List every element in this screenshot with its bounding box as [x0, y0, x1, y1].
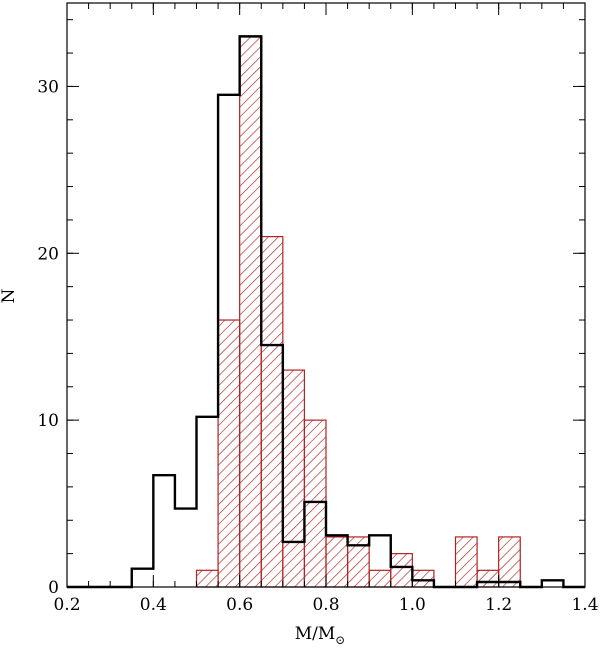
- x-tick-label: 0.2: [53, 595, 80, 615]
- x-tick-label: 0.8: [312, 595, 339, 615]
- x-tick-label: 0.6: [226, 595, 253, 615]
- x-tick-label: 0.4: [140, 595, 167, 615]
- y-tick-label: 20: [37, 244, 59, 264]
- plot-area: 0.2 0.4 0.6 0.8 1.0 1.2 1.4 0 10 20 30: [37, 2, 599, 615]
- hatched-bar: [260, 236, 284, 588]
- hatched-bar: [217, 319, 241, 588]
- y-tick-label: 0: [48, 578, 59, 598]
- hatched-bar: [476, 569, 500, 588]
- hatched-bar: [282, 369, 306, 588]
- x-axis-title: M/M⊙: [295, 624, 346, 647]
- hatched-bar: [325, 536, 349, 588]
- outline-histogram-line: [67, 35, 585, 589]
- x-tick-label: 1.2: [485, 595, 512, 615]
- hatched-bar: [498, 536, 521, 588]
- hatched-bar: [454, 536, 478, 588]
- hatched-bar: [390, 553, 413, 588]
- hatched-bar: [411, 569, 435, 588]
- hatched-bar: [368, 569, 392, 588]
- hatched-bar: [195, 569, 219, 588]
- y-axis-title: N: [0, 288, 19, 303]
- hatched-bar: [303, 419, 327, 588]
- y-tick-label: 10: [37, 411, 59, 431]
- x-tick-label: 1.4: [571, 595, 598, 615]
- y-tick-label: 30: [37, 77, 59, 97]
- hatched-bar: [239, 35, 262, 588]
- x-tick-label: 1.0: [399, 595, 426, 615]
